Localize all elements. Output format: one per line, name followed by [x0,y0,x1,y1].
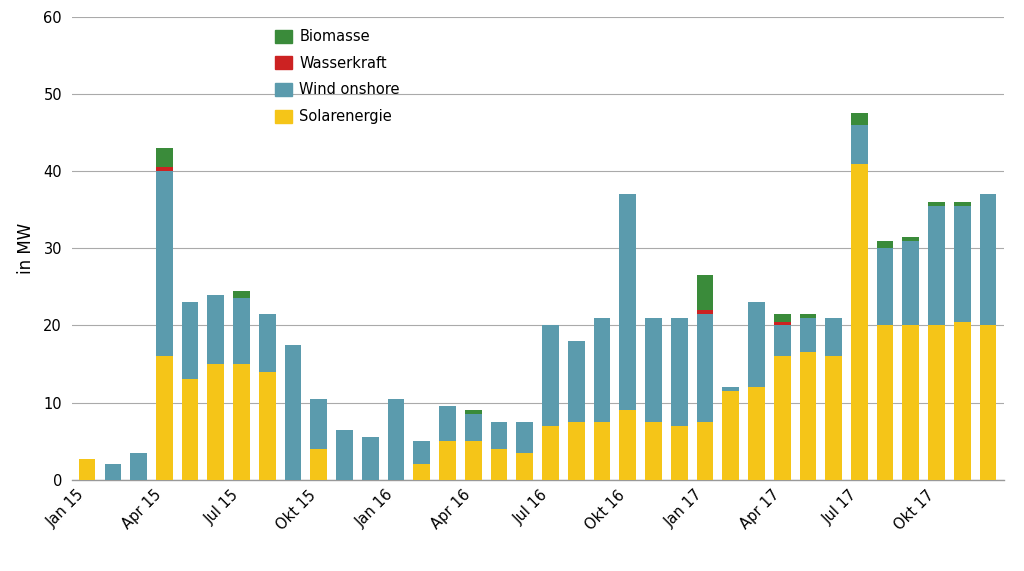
Bar [516,453,534,480]
Bar [800,352,816,480]
Bar [568,422,585,480]
Bar [439,441,456,480]
Bar [542,325,559,426]
Bar [156,167,173,171]
Bar [928,325,945,480]
Legend: Biomasse, Wasserkraft, Wind onshore, Solarenergie: Biomasse, Wasserkraft, Wind onshore, Sol… [274,29,400,124]
Bar [465,410,481,414]
Bar [722,387,739,391]
Bar [645,422,662,480]
Bar [259,372,275,480]
Bar [954,321,971,480]
Bar [594,422,610,480]
Bar [233,364,250,480]
Bar [594,317,610,422]
Bar [568,341,585,422]
Bar [465,441,481,480]
Bar [774,321,791,325]
Bar [156,171,173,356]
Bar [954,206,971,321]
Bar [310,399,327,449]
Bar [774,325,791,356]
Bar [980,325,996,480]
Bar [954,202,971,206]
Bar [542,426,559,480]
Bar [928,206,945,325]
Bar [851,163,867,480]
Bar [749,303,765,387]
Bar [877,325,894,480]
Bar [696,310,714,314]
Bar [181,303,199,379]
Bar [156,356,173,480]
Bar [774,356,791,480]
Bar [851,125,867,163]
Y-axis label: in MW: in MW [16,223,35,274]
Bar [104,464,121,480]
Bar [130,453,147,480]
Bar [928,202,945,206]
Bar [465,414,481,441]
Bar [233,291,250,299]
Bar [800,314,816,317]
Bar [671,317,687,426]
Bar [620,410,636,480]
Bar [79,459,95,480]
Bar [877,241,894,248]
Bar [851,114,867,125]
Bar [696,275,714,310]
Bar [490,422,507,449]
Bar [696,314,714,422]
Bar [825,317,842,356]
Bar [516,422,534,453]
Bar [749,387,765,480]
Bar [671,426,687,480]
Bar [310,449,327,480]
Bar [902,241,920,325]
Bar [825,356,842,480]
Bar [439,407,456,441]
Bar [156,148,173,167]
Bar [285,345,301,480]
Bar [233,299,250,364]
Bar [800,317,816,352]
Bar [902,237,920,241]
Bar [696,422,714,480]
Bar [645,317,662,422]
Bar [259,314,275,372]
Bar [361,437,379,480]
Bar [181,379,199,480]
Bar [877,248,894,325]
Bar [774,314,791,321]
Bar [388,399,404,480]
Bar [414,464,430,480]
Bar [414,441,430,464]
Bar [208,295,224,364]
Bar [980,194,996,325]
Bar [722,391,739,480]
Bar [490,449,507,480]
Bar [902,325,920,480]
Bar [620,194,636,410]
Bar [208,364,224,480]
Bar [336,429,353,480]
